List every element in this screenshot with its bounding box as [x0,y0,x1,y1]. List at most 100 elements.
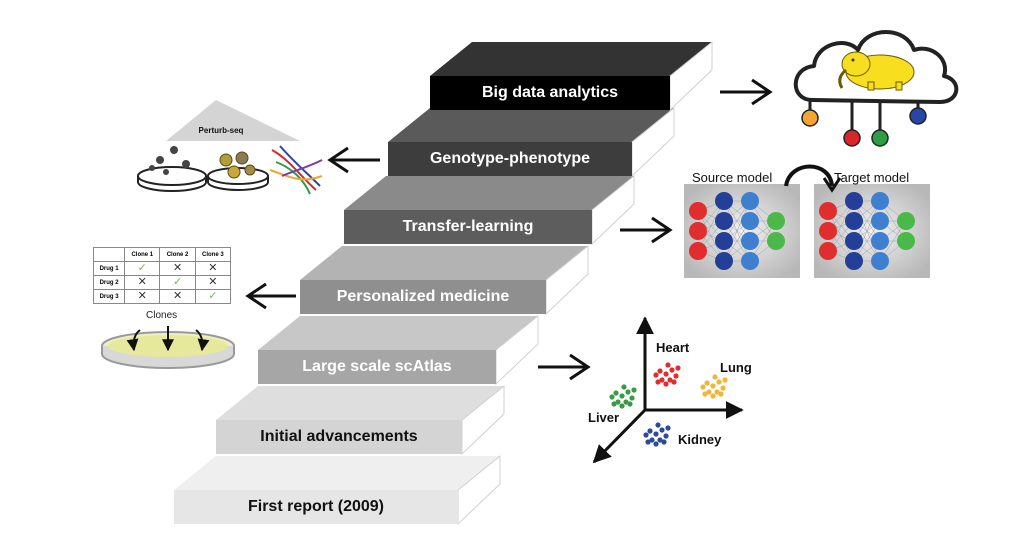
response-mark: ✓ [194,289,232,304]
nn-edge [827,200,855,252]
arrows [245,78,773,381]
cell-point [631,387,637,393]
table-row-label: Drug 1 [92,261,126,276]
cell-point [667,377,673,383]
drug-response-table: Clone 1 Clone 2 Clone 3 Drug 1 ✓ ✕ ✕ Dru… [92,247,232,304]
step-face [174,490,458,524]
cell-point [720,385,726,391]
response-mark: ✕ [124,289,161,304]
nn-neuron [741,192,759,210]
cell-point [655,422,661,428]
table-row-label: Drug 3 [92,289,126,304]
nn-neuron [819,242,837,260]
step-label-initial-advancements: Initial advancements [260,428,418,445]
cell-point [643,432,649,438]
cross-icon: ✕ [208,276,218,288]
cell-point [714,389,720,395]
step-tread [216,386,504,420]
cell-point [659,427,665,433]
cell-point [663,433,669,439]
step-face [258,350,496,384]
step-tread [344,176,634,210]
clones-label: Clones [146,310,178,321]
cell-point [702,391,708,397]
cell-point [653,431,659,437]
cell-point [653,372,659,378]
step-label-first-report: First report (2009) [247,498,385,515]
cluster-label-heart: Heart [656,340,690,355]
table-header-cell [92,247,126,262]
cluster-label-kidney: Kidney [678,432,722,447]
target-model-label: Target model [834,170,910,185]
step-face [300,280,546,314]
cell-point [665,362,671,368]
cell-point [718,391,724,397]
response-mark: ✕ [194,275,232,290]
staircase [174,40,713,526]
source-model-label: Source model [692,170,773,185]
response-mark: ✕ [159,289,196,304]
nn-neuron [741,232,759,250]
nn-neuron [871,212,889,230]
left-arrow-icon [327,146,380,174]
step [388,106,675,178]
cell-clusters [609,362,728,447]
cross-icon: ✕ [172,262,183,274]
step-label-big-data-analytics: Big data analytics [481,84,619,101]
table-row-label: Drug 2 [92,275,126,290]
check-icon: ✓ [208,290,218,302]
cell-point [657,437,663,443]
cell-point [700,384,706,390]
dna-icon [269,145,323,195]
step-face [388,142,632,176]
cell-point [647,428,653,434]
step-label-transfer-learning: Transfer-learning [402,218,534,235]
neural-network-icon [689,192,785,270]
petri-dish-icon [137,146,207,192]
cross-icon: ✕ [208,262,218,274]
nn-neuron [715,252,733,270]
cloud-icon [793,30,959,147]
cell-point [625,389,631,395]
nn-edge [853,200,881,262]
nn-neuron [741,252,759,270]
response-mark: ✕ [194,261,232,276]
cloud-node [909,107,927,125]
cell-point [645,439,651,445]
cell-point [653,441,659,447]
cluster-label-liver: Liver [588,410,620,425]
nn-neuron [689,242,707,260]
table-header-cell: Clone 3 [194,247,232,262]
cell-point [704,380,710,386]
step-face [216,420,462,454]
nn-neuron [767,212,785,230]
step-tread [388,108,674,142]
nn-neuron [715,192,733,210]
scatter-atlas [592,316,744,464]
cell-point [716,379,722,385]
cross-icon: ✕ [172,290,183,302]
cell-point [659,377,665,383]
step [258,314,539,386]
cross-icon: ✕ [137,276,147,288]
nn-neuron [845,212,863,230]
axis-z [592,408,647,464]
cloud-node [871,129,889,147]
table-header-cell: Clone 2 [159,247,196,262]
check-icon: ✓ [137,262,147,274]
step-tread [430,42,712,76]
cell-point [706,389,712,395]
cell-point [665,425,671,431]
check-icon: ✓ [172,276,183,288]
cell-point [669,367,675,373]
cell-point [627,401,633,407]
cell-point [663,381,669,387]
nn-neuron [845,232,863,250]
cell-point [623,399,629,405]
cell-point [609,394,615,400]
response-mark: ✓ [159,275,196,290]
step-label-large-scale-scatlas: Large scale scAtlas [302,358,452,375]
cell-point [619,393,625,399]
left-arrow-icon [245,282,296,310]
